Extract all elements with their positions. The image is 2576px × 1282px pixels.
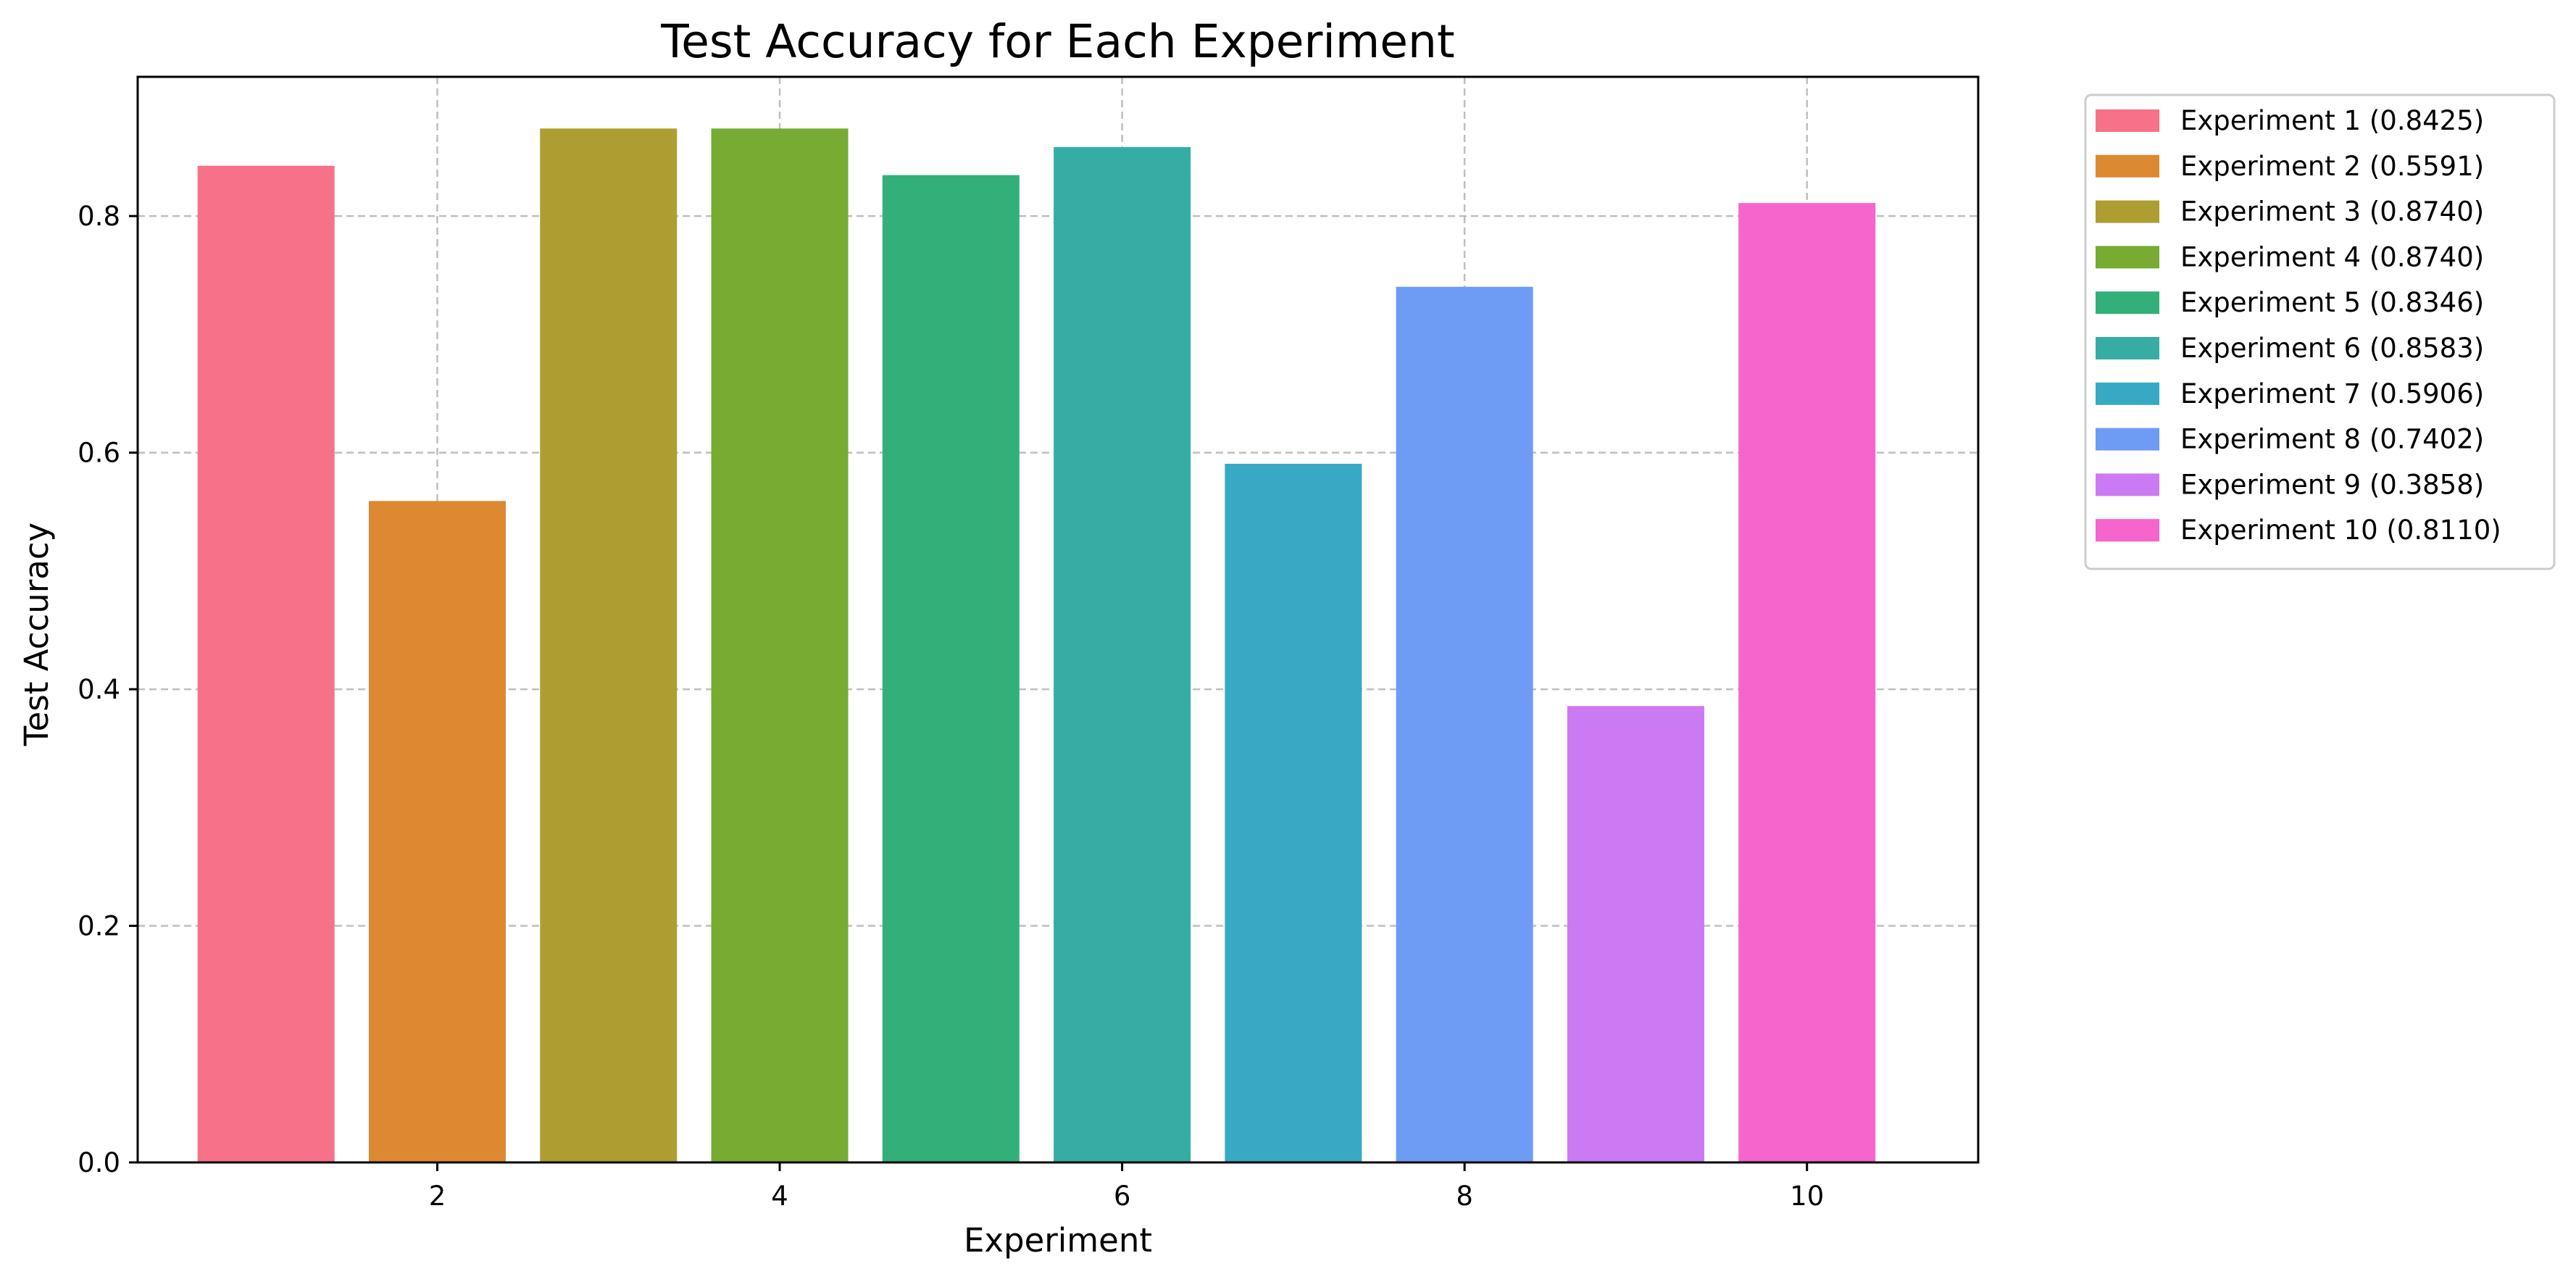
bar-experiment-8 xyxy=(1396,286,1533,1162)
x-tick-label: 10 xyxy=(1790,1181,1824,1212)
legend-swatch xyxy=(2096,109,2159,132)
legend-swatch xyxy=(2096,246,2159,269)
legend-entry-label: Experiment 10 (0.8110) xyxy=(2180,515,2501,546)
y-axis-label: Test Accuracy xyxy=(17,523,56,746)
chart-title: Test Accuracy for Each Experiment xyxy=(660,15,1454,68)
y-tick-label: 0.6 xyxy=(78,438,120,469)
legend-entry-label: Experiment 8 (0.7402) xyxy=(2180,424,2484,455)
bar-experiment-3 xyxy=(540,128,678,1162)
legend-swatch xyxy=(2096,382,2159,405)
legend: Experiment 1 (0.8425) Experiment 2 (0.559… xyxy=(2084,93,2556,570)
axes-layer: 0.0 0.2 0.4 0.6 0.8 2 4 6 8 10 xyxy=(78,75,1980,1212)
legend-entry-label: Experiment 3 (0.8740) xyxy=(2180,196,2484,228)
legend-swatch xyxy=(2096,473,2159,496)
bars-layer xyxy=(197,128,1876,1163)
x-tick-label: 8 xyxy=(1456,1181,1473,1212)
bar-experiment-2 xyxy=(368,501,506,1162)
legend-swatch xyxy=(2096,428,2159,451)
x-axis-label: Experiment xyxy=(964,1221,1152,1260)
legend-swatch xyxy=(2096,291,2159,315)
plot-frame xyxy=(136,75,1980,1164)
bar-experiment-10 xyxy=(1738,203,1876,1162)
bar-experiment-4 xyxy=(711,128,849,1162)
legend-entry-label: Experiment 9 (0.3858) xyxy=(2180,469,2484,500)
bar-experiment-1 xyxy=(197,165,335,1163)
y-tick-label: 0.4 xyxy=(78,674,120,705)
legend-entry-label: Experiment 4 (0.8740) xyxy=(2180,241,2484,272)
legend-entry-label: Experiment 7 (0.5906) xyxy=(2180,378,2484,409)
legend-entry-label: Experiment 5 (0.8346) xyxy=(2180,287,2484,318)
bar-experiment-5 xyxy=(882,175,1020,1163)
legend-entry-label: Experiment 2 (0.5591) xyxy=(2180,151,2484,182)
x-tick-label: 6 xyxy=(1114,1181,1131,1212)
legend-entry-label: Experiment 6 (0.8583) xyxy=(2180,333,2484,364)
legend-frame xyxy=(2084,93,2556,570)
legend-entry-label: Experiment 1 (0.8425) xyxy=(2180,105,2484,136)
bar-experiment-6 xyxy=(1054,146,1191,1163)
y-tick-label: 0.0 xyxy=(78,1147,120,1178)
x-tick-label: 2 xyxy=(429,1181,446,1212)
bar-experiment-7 xyxy=(1225,463,1362,1162)
legend-swatch xyxy=(2096,519,2159,542)
legend-swatch xyxy=(2096,200,2159,223)
bar-experiment-9 xyxy=(1567,706,1704,1162)
y-tick-label: 0.2 xyxy=(78,911,120,942)
y-tick-label: 0.8 xyxy=(78,201,120,232)
x-tick-label: 4 xyxy=(771,1181,788,1212)
legend-swatch xyxy=(2096,154,2159,178)
legend-swatch xyxy=(2096,337,2159,359)
